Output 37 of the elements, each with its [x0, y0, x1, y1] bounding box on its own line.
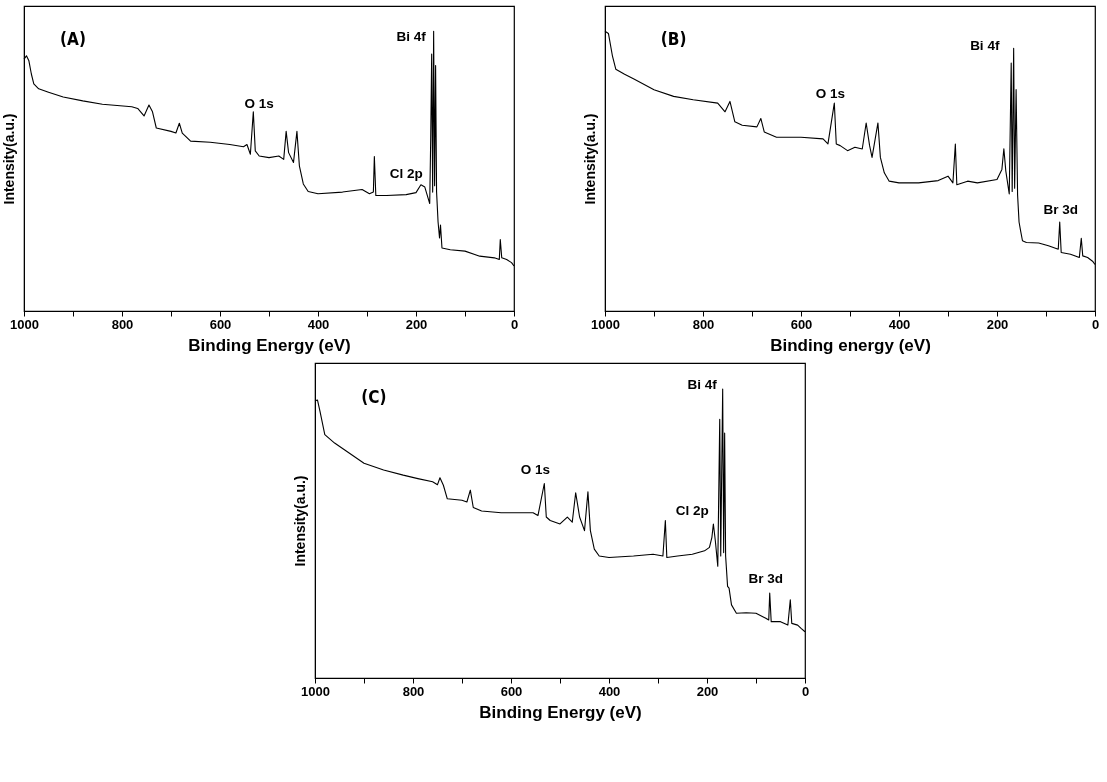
x-tick-label: 600	[209, 316, 232, 332]
x-axis-title: Binding Energy (eV)	[478, 702, 642, 722]
annotation: Cl 2p	[675, 503, 709, 519]
x-tick-label: 200	[405, 316, 428, 332]
y-axis-title: Intensity(a.u.)	[581, 113, 598, 205]
annotation: Br 3d	[748, 570, 783, 586]
x-axis-title: Binding Energy (eV)	[188, 335, 351, 355]
x-tick-label: 800	[692, 316, 715, 332]
x-tick-label: 200	[696, 683, 718, 699]
y-axis-title: Intensity(a.u.)	[291, 475, 307, 567]
x-tick-label: 400	[307, 316, 330, 332]
annotation: (A)	[60, 28, 86, 49]
annotation: (B)	[660, 28, 687, 49]
annotation: O 1s	[244, 95, 274, 111]
x-tick-label: 1000	[591, 316, 620, 332]
x-tick-label: 0	[510, 316, 519, 332]
y-axis-title: Intensity(a.u.)	[0, 113, 17, 205]
x-axis-title: Binding energy (eV)	[770, 335, 931, 355]
x-tick-label: 400	[598, 683, 620, 699]
annotation: O 1s	[520, 462, 550, 478]
annotation: Bi 4f	[970, 37, 1000, 53]
x-tick-label: 800	[111, 316, 134, 332]
annotation: Bi 4f	[686, 377, 717, 393]
annotation: (C)	[360, 386, 386, 407]
x-tick-label: 600	[790, 316, 813, 332]
annotation: Cl 2p	[389, 165, 423, 181]
annotation: Bi 4f	[396, 28, 427, 44]
x-tick-label: 1000	[300, 683, 330, 699]
x-tick-label: 400	[888, 316, 911, 332]
x-tick-label: 0	[801, 683, 809, 699]
x-tick-label: 0	[1091, 316, 1100, 332]
x-tick-label: 200	[986, 316, 1009, 332]
x-tick-label: 800	[402, 683, 424, 699]
annotation: Br 3d	[1043, 202, 1078, 218]
x-tick-label: 600	[500, 683, 522, 699]
annotation: O 1s	[815, 86, 846, 102]
x-tick-label: 1000	[10, 316, 39, 332]
